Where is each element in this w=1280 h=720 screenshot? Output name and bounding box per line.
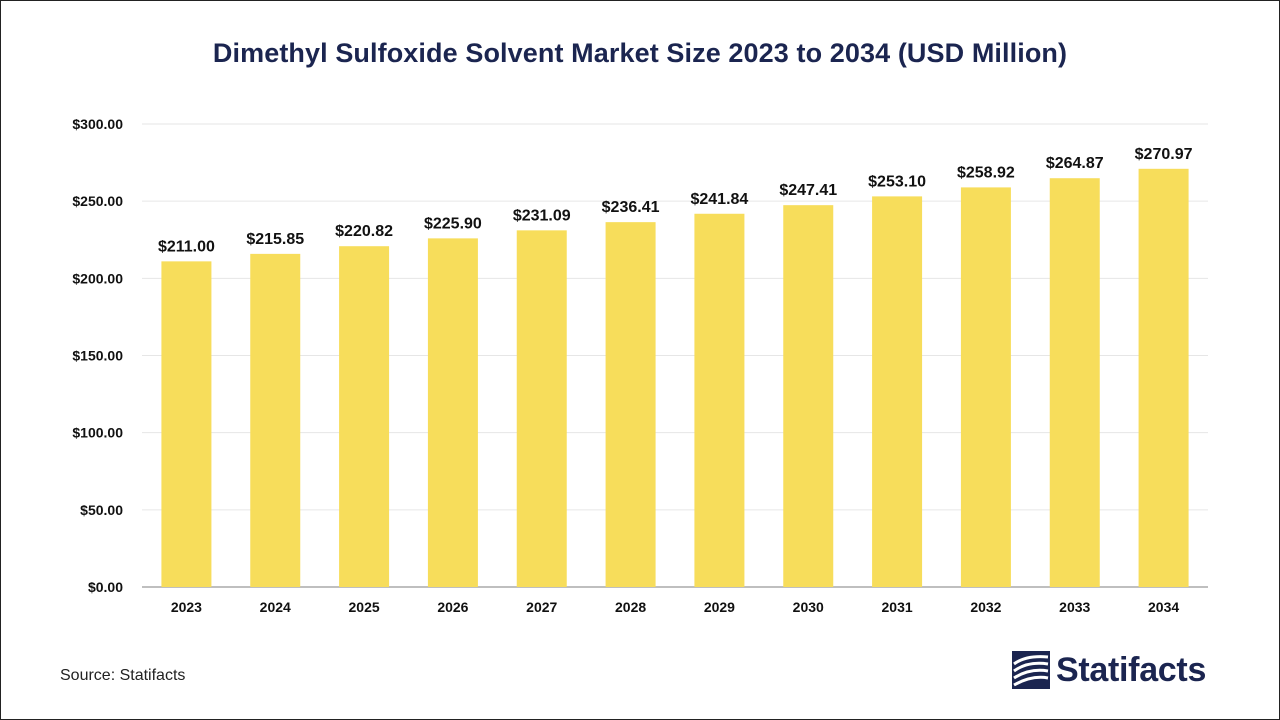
x-tick-label: 2024 xyxy=(260,599,291,615)
statifacts-logo: Statifacts xyxy=(1012,650,1206,690)
data-label: $241.84 xyxy=(690,191,748,208)
data-label: $225.90 xyxy=(424,215,482,232)
bar xyxy=(516,230,567,587)
data-label: $253.10 xyxy=(868,173,926,190)
x-tick-label: 2030 xyxy=(793,599,824,615)
data-label: $231.09 xyxy=(513,207,571,224)
statifacts-logo-icon xyxy=(1012,651,1050,689)
y-tick-label: $150.00 xyxy=(72,348,123,364)
data-label: $215.85 xyxy=(246,231,304,248)
y-tick-label: $300.00 xyxy=(72,116,123,132)
data-label: $211.00 xyxy=(158,238,215,255)
bar xyxy=(694,213,745,588)
x-tick-label: 2029 xyxy=(704,599,735,615)
x-tick-label: 2033 xyxy=(1059,599,1090,615)
data-label: $264.87 xyxy=(1046,155,1104,172)
x-tick-label: 2032 xyxy=(970,599,1001,615)
x-tick-label: 2028 xyxy=(615,599,646,615)
data-label: $270.97 xyxy=(1135,146,1193,163)
bar xyxy=(960,187,1011,587)
y-tick-label: $50.00 xyxy=(80,502,123,518)
bar xyxy=(783,205,834,588)
bar xyxy=(427,238,478,587)
chart-title: Dimethyl Sulfoxide Solvent Market Size 2… xyxy=(212,38,1068,68)
y-tick-label: $100.00 xyxy=(72,425,123,441)
bar xyxy=(250,253,301,587)
x-tick-label: 2025 xyxy=(349,599,380,615)
bar xyxy=(872,196,923,588)
logo-text: Statifacts xyxy=(1056,650,1207,689)
data-label: $220.82 xyxy=(335,223,393,240)
data-label: $236.41 xyxy=(602,199,660,216)
x-tick-label: 2023 xyxy=(171,599,202,615)
data-label: $258.92 xyxy=(957,164,1015,181)
bar xyxy=(339,246,390,588)
x-tick-label: 2031 xyxy=(882,599,913,615)
bar xyxy=(605,222,656,587)
bar xyxy=(161,261,212,587)
y-tick-label: $0.00 xyxy=(88,579,123,595)
x-tick-label: 2034 xyxy=(1148,599,1179,615)
data-label: $247.41 xyxy=(779,182,837,199)
bar xyxy=(1049,178,1100,588)
source-note: Source: Statifacts xyxy=(60,667,186,684)
y-tick-label: $200.00 xyxy=(72,270,123,286)
x-tick-label: 2026 xyxy=(437,599,468,615)
y-tick-label: $250.00 xyxy=(72,193,123,209)
bar xyxy=(1138,168,1189,587)
x-tick-label: 2027 xyxy=(526,599,557,615)
